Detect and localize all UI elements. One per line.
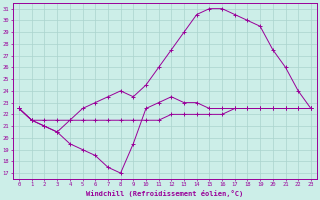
X-axis label: Windchill (Refroidissement éolien,°C): Windchill (Refroidissement éolien,°C) (86, 190, 244, 197)
